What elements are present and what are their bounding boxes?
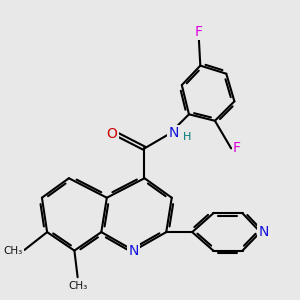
Text: F: F xyxy=(233,141,241,155)
Text: N: N xyxy=(168,126,178,140)
Text: N: N xyxy=(129,244,139,258)
Text: N: N xyxy=(258,225,269,239)
Text: H: H xyxy=(183,132,191,142)
Text: CH₃: CH₃ xyxy=(3,246,23,256)
Text: CH₃: CH₃ xyxy=(69,281,88,291)
Text: O: O xyxy=(106,127,118,141)
Text: F: F xyxy=(195,25,203,39)
